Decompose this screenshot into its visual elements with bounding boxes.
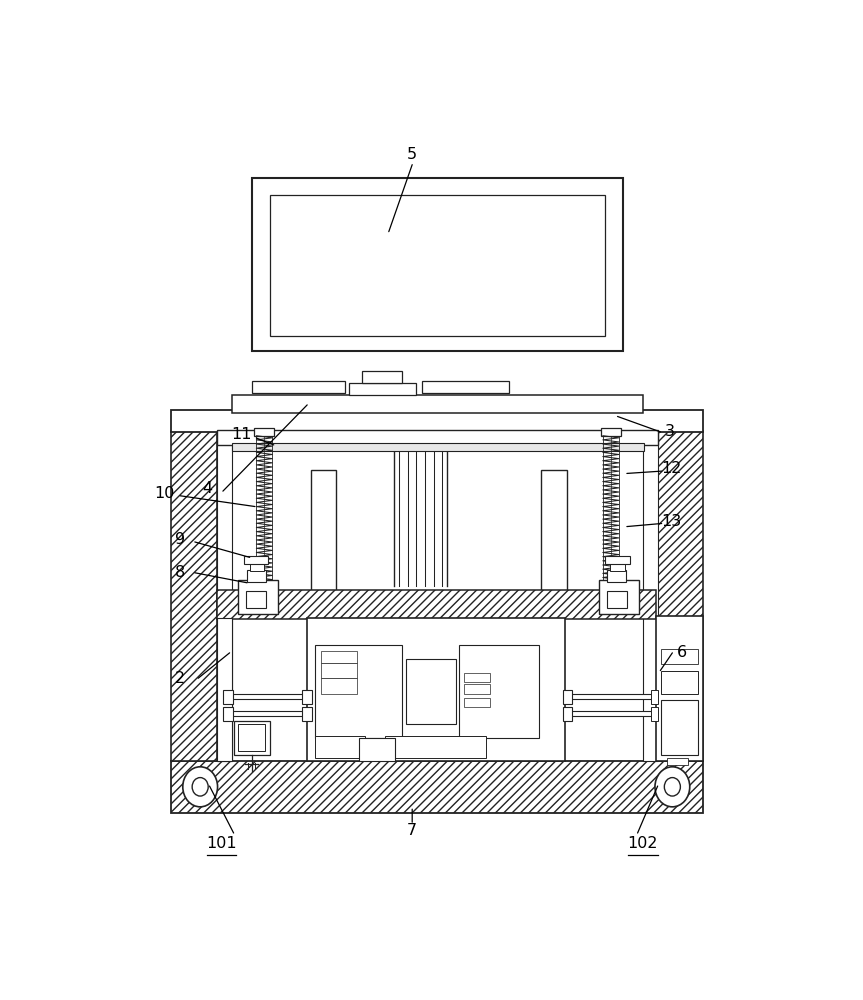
Bar bbox=[217, 431, 231, 761]
Bar bbox=[172, 761, 703, 813]
Bar bbox=[172, 410, 703, 432]
Bar bbox=[302, 707, 312, 721]
Bar bbox=[238, 724, 265, 751]
Bar bbox=[563, 707, 572, 721]
Text: 12: 12 bbox=[661, 461, 681, 476]
Bar bbox=[667, 758, 689, 765]
Bar bbox=[252, 178, 623, 351]
Bar bbox=[606, 556, 630, 564]
Circle shape bbox=[192, 778, 208, 796]
Bar bbox=[464, 673, 490, 682]
Text: 11: 11 bbox=[231, 427, 252, 442]
Bar bbox=[651, 707, 658, 721]
Bar bbox=[307, 618, 564, 761]
Text: 10: 10 bbox=[154, 486, 175, 501]
Bar bbox=[661, 700, 698, 755]
Bar bbox=[270, 195, 606, 336]
Bar bbox=[217, 590, 656, 619]
Bar bbox=[247, 570, 266, 582]
Bar bbox=[661, 671, 698, 694]
Bar bbox=[608, 570, 627, 582]
Bar bbox=[570, 711, 653, 716]
Bar bbox=[320, 663, 357, 678]
Text: 5: 5 bbox=[407, 147, 417, 162]
Bar bbox=[172, 431, 217, 761]
Bar bbox=[238, 580, 279, 614]
Bar bbox=[643, 431, 658, 761]
Text: 8: 8 bbox=[175, 565, 186, 580]
Text: 7: 7 bbox=[407, 823, 417, 838]
Bar bbox=[223, 690, 233, 704]
Bar bbox=[610, 562, 625, 571]
Bar bbox=[464, 698, 490, 707]
Bar bbox=[359, 738, 395, 761]
Bar bbox=[464, 684, 490, 694]
Text: 9: 9 bbox=[175, 532, 186, 547]
Bar bbox=[459, 645, 539, 738]
Bar bbox=[315, 645, 402, 738]
Bar bbox=[362, 371, 402, 383]
Bar bbox=[320, 678, 357, 694]
Bar bbox=[656, 431, 703, 761]
Bar bbox=[320, 651, 357, 663]
Bar bbox=[231, 694, 304, 699]
Bar bbox=[252, 381, 345, 393]
Bar bbox=[541, 470, 567, 597]
Text: 6: 6 bbox=[677, 645, 687, 660]
Bar bbox=[406, 659, 456, 724]
Text: 13: 13 bbox=[661, 514, 681, 529]
Bar bbox=[601, 428, 620, 436]
Bar bbox=[651, 690, 658, 704]
Text: 4: 4 bbox=[202, 481, 212, 496]
Bar bbox=[570, 694, 653, 699]
Bar bbox=[231, 711, 304, 716]
Circle shape bbox=[655, 767, 690, 807]
Bar bbox=[349, 383, 415, 395]
Bar bbox=[656, 616, 703, 761]
Circle shape bbox=[183, 767, 217, 807]
Bar bbox=[254, 428, 274, 436]
Bar bbox=[249, 562, 264, 571]
Bar bbox=[599, 580, 639, 614]
Circle shape bbox=[665, 778, 680, 796]
Text: 3: 3 bbox=[665, 424, 675, 439]
Bar bbox=[311, 470, 336, 597]
Bar bbox=[661, 649, 698, 664]
Bar bbox=[246, 591, 267, 608]
Text: 2: 2 bbox=[175, 671, 186, 686]
Bar bbox=[315, 736, 365, 758]
Bar bbox=[231, 395, 643, 413]
Bar bbox=[244, 556, 268, 564]
Bar bbox=[563, 690, 572, 704]
Bar bbox=[217, 618, 231, 761]
Bar bbox=[607, 591, 627, 608]
Bar bbox=[231, 443, 645, 451]
Bar bbox=[422, 381, 509, 393]
Bar bbox=[386, 736, 486, 758]
Bar bbox=[223, 707, 233, 721]
Bar bbox=[234, 721, 270, 755]
Bar bbox=[302, 690, 312, 704]
Text: 101: 101 bbox=[206, 836, 236, 851]
Bar bbox=[217, 430, 658, 445]
Text: 102: 102 bbox=[627, 836, 658, 851]
